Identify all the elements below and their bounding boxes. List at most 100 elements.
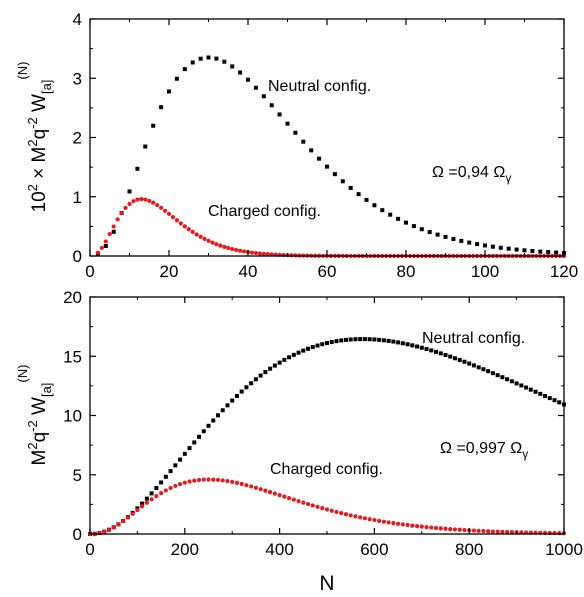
bottom-neutral-point — [557, 400, 562, 405]
bottom-neutral-point — [197, 434, 202, 439]
bottom-neutral-point — [391, 339, 396, 344]
omega-symbol: Ω — [440, 440, 452, 457]
top-neutral-point — [443, 234, 448, 239]
bottom-charged-point — [410, 523, 415, 528]
bottom-neutral-point — [353, 337, 358, 342]
bottom-charged-point — [476, 528, 481, 533]
top-neutral-point — [514, 247, 519, 252]
bottom-neutral-point — [315, 343, 320, 348]
bottom-neutral-point — [234, 393, 239, 398]
top-neutral-point — [325, 164, 329, 169]
bottom-neutral-point — [249, 381, 254, 386]
bottom-charged-point — [239, 481, 244, 487]
bottom-x-tick-label: 600 — [360, 540, 388, 559]
top-plot-frame — [89, 18, 565, 257]
top-neutral-point — [182, 67, 187, 72]
top-charged-point — [159, 205, 164, 210]
bottom-charged-point — [168, 485, 173, 491]
top-omega-label: Ω =0,94 Ωγ — [432, 164, 511, 185]
top-charged-point — [226, 245, 231, 251]
bottom-charged-point — [282, 494, 287, 499]
top-x-tick-label: 20 — [160, 262, 179, 281]
bottom-charged-point — [135, 507, 140, 513]
bottom-neutral-point — [339, 338, 344, 343]
top-charged-point — [289, 253, 294, 258]
top-neutral-point — [261, 94, 266, 99]
bottom-neutral-point — [220, 408, 225, 413]
bottom-neutral-point — [462, 359, 467, 364]
bottom-charged-point — [230, 479, 235, 485]
top-neutral-point — [419, 227, 424, 232]
top-neutral-point — [340, 179, 345, 184]
bottom-charged-point — [258, 487, 263, 492]
top-neutral-point — [167, 89, 171, 94]
bottom-neutral-point — [509, 379, 514, 384]
bottom-charged-point — [443, 526, 448, 531]
top-neutral-point — [411, 224, 416, 229]
bottom-charged-point — [505, 529, 510, 535]
bottom-neutral-point — [528, 387, 533, 392]
bottom-neutral-point — [524, 385, 529, 390]
bottom-charged-point — [419, 524, 424, 529]
bottom-neutral-point — [287, 355, 292, 360]
bottom-charged-point — [509, 529, 514, 535]
bottom-neutral-point — [334, 339, 339, 344]
bottom-neutral-point — [320, 342, 325, 347]
top-neutral-point — [459, 238, 464, 243]
top-neutral-point — [435, 232, 440, 237]
top-neutral-point — [206, 55, 211, 60]
bottom-neutral-point — [178, 457, 183, 462]
top-charged-point — [202, 236, 207, 241]
bottom-neutral-point — [424, 347, 429, 352]
bottom-charged-label: Charged config. — [270, 461, 383, 478]
bottom-charged-point — [324, 507, 330, 512]
bottom-neutral-point — [140, 501, 145, 506]
top-neutral-point — [301, 139, 306, 144]
top-x-tick-label: 40 — [239, 262, 258, 281]
top-neutral-point — [483, 243, 487, 248]
bottom-neutral-point — [358, 337, 363, 342]
bottom-neutral-point — [291, 352, 296, 357]
bottom-charged-point — [343, 512, 349, 517]
bottom-charged-point — [187, 479, 192, 484]
bottom-neutral-point — [386, 338, 391, 343]
top-neutral-point — [467, 240, 472, 245]
bottom-charged-point — [182, 480, 187, 485]
bottom-charged-point — [405, 522, 410, 528]
bottom-charged-point — [495, 529, 500, 534]
top-charged-point — [234, 247, 239, 253]
top-neutral-point — [530, 249, 535, 254]
bottom-charged-point — [177, 482, 183, 487]
top-neutral-point — [174, 76, 179, 81]
bottom-charged-point — [296, 499, 301, 504]
bottom-charged-point — [486, 529, 491, 534]
bottom-charged-point — [471, 528, 477, 533]
bottom-neutral-point — [362, 337, 367, 342]
bottom-neutral-point — [306, 346, 311, 351]
bottom-charged-point — [414, 524, 420, 529]
bottom-charged-point — [481, 528, 486, 534]
top-x-tick-label: 0 — [85, 262, 94, 281]
bottom-neutral-point — [277, 360, 282, 365]
bottom-charged-point — [396, 521, 401, 526]
bottom-charged-point — [140, 504, 145, 509]
top-neutral-point — [222, 59, 227, 64]
top-neutral-point — [159, 105, 164, 110]
bottom-neutral-point — [225, 403, 230, 408]
top-charged-point — [135, 197, 140, 202]
bottom-data-points — [87, 337, 567, 537]
top-neutral-label: Neutral config. — [268, 78, 371, 95]
bottom-neutral-point — [519, 383, 524, 388]
top-y-tick-label: 2 — [73, 129, 82, 148]
bottom-x-tick-label: 400 — [265, 540, 293, 559]
bottom-y-tick-label: 0 — [73, 525, 82, 544]
bottom-y-tick-label: 5 — [73, 466, 82, 485]
top-neutral-point — [198, 56, 203, 61]
bottom-neutral-point — [268, 366, 273, 371]
bottom-neutral-point — [192, 440, 197, 445]
bottom-charged-point — [334, 509, 339, 515]
top-neutral-point — [380, 208, 385, 213]
top-charged-point — [241, 249, 247, 254]
bottom-charged-point — [277, 493, 282, 498]
top-y-axis-label: 102 × M2q-2 W[a](N) — [15, 62, 54, 213]
